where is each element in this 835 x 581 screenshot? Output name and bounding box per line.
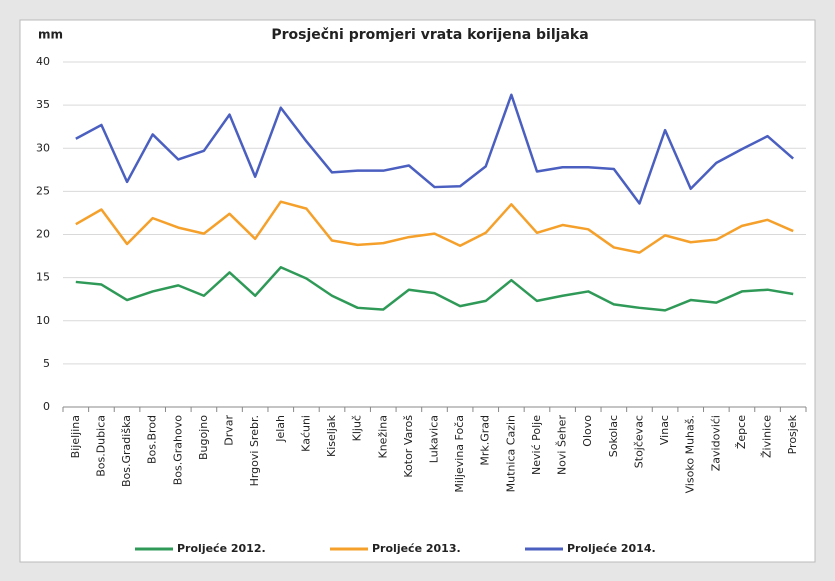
x-tick-label: Zavidovići: [709, 415, 722, 471]
legend-label: Proljeće 2014.: [567, 542, 656, 555]
y-tick-label: 25: [36, 184, 50, 197]
x-tick-label: Žepce: [735, 415, 748, 449]
x-tick-label: Kiseljak: [325, 414, 338, 457]
x-tick-label: Miljevina Foča: [453, 415, 466, 493]
series-line: [75, 266, 794, 312]
legend: Proljeće 2012. Proljeće 2013. Proljeće 201…: [135, 542, 656, 555]
y-tick-label: 30: [36, 141, 50, 154]
x-tick-label: Sokolac: [607, 415, 620, 457]
x-tick-label: Knežina: [376, 415, 389, 459]
y-tick-label: 20: [36, 228, 50, 241]
x-tick-label: Novi Šeher: [556, 415, 569, 476]
x-tick-label: Lukavica: [428, 415, 441, 463]
x-tick-label: Hrgovi Srebr.: [248, 415, 261, 486]
y-tick-label: 10: [36, 314, 50, 327]
y-tick-label: 15: [36, 271, 50, 284]
x-tick-label: Bos.Gradiška: [120, 415, 133, 487]
x-tick-label: Visoko Muhaš.: [684, 415, 697, 493]
y-tick-label: 5: [43, 357, 50, 370]
series-line: [75, 200, 794, 254]
x-tick-label: Kotor Varoš: [402, 415, 415, 478]
x-tick-label: Bos.Grahovo: [171, 415, 184, 486]
x-tick-label: Olovo: [581, 415, 594, 447]
legend-label: Proljeće 2013.: [372, 542, 461, 555]
x-tick-label: Mrk.Grad: [479, 415, 492, 466]
x-tick-label: Nević Polje: [530, 415, 543, 475]
series-line: [75, 93, 795, 205]
x-tick-label: Živinice: [761, 415, 774, 458]
x-tick-label: Bos.Dubica: [94, 415, 107, 477]
x-tick-label: Vinac: [658, 415, 671, 445]
x-tick-label: Drvar: [223, 415, 236, 446]
x-tick-label: Stojčevac: [632, 415, 645, 468]
x-tick-label: Ključ: [351, 415, 364, 441]
x-tick-label: Kaćuni: [299, 415, 312, 452]
y-tick-label: 40: [36, 55, 50, 68]
y-tick-label: 0: [43, 400, 50, 413]
x-tick-label: Mutnica Cazin: [504, 415, 517, 492]
chart-title: Prosječni promjeri vrata korijena biljak…: [271, 27, 588, 43]
x-tick-label: Bos.Brod: [146, 415, 159, 464]
x-tick-label: Bugojno: [197, 415, 210, 460]
legend-label: Proljeće 2012.: [177, 542, 266, 555]
x-tick-label: Prosjek: [786, 414, 799, 454]
y-axis-label: mm: [38, 28, 63, 42]
x-tick-label: Jelah: [274, 415, 287, 443]
x-tick-label: Bijeljina: [69, 415, 82, 458]
y-tick-label: 35: [36, 98, 50, 111]
